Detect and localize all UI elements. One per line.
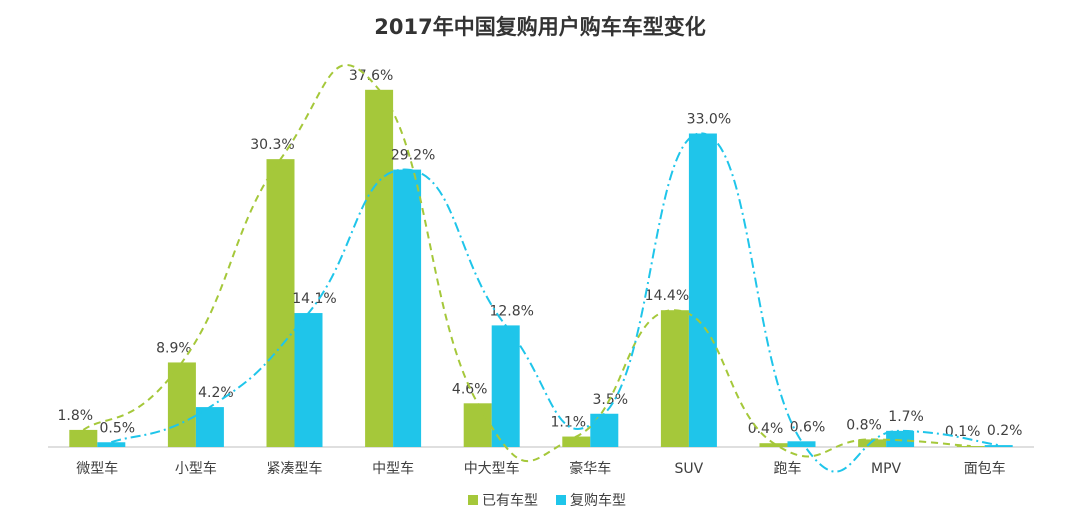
data-label: 0.2% xyxy=(987,423,1023,439)
bar xyxy=(393,169,422,447)
x-tick-label: MPV xyxy=(871,461,902,477)
data-label: 33.0% xyxy=(687,112,731,128)
legend-label: 复购车型 xyxy=(570,492,626,509)
data-label: 0.8% xyxy=(846,417,882,433)
x-tick-label: 豪华车 xyxy=(569,460,611,477)
data-label: 12.8% xyxy=(489,303,533,319)
trend-line xyxy=(110,132,999,473)
bar xyxy=(266,159,295,447)
bar xyxy=(491,325,520,447)
data-label: 37.6% xyxy=(349,68,393,84)
x-tick-label: 紧凑型车 xyxy=(267,460,323,477)
bar xyxy=(956,446,985,447)
trend-line xyxy=(82,64,971,463)
bar xyxy=(167,362,196,447)
data-label: 4.2% xyxy=(198,385,234,401)
bar xyxy=(97,442,126,447)
x-tick-label: 中型车 xyxy=(372,460,414,477)
x-tick-label: 面包车 xyxy=(964,460,1006,477)
data-label: 14.4% xyxy=(645,288,689,304)
bar xyxy=(590,413,619,447)
bar xyxy=(886,430,915,447)
bar xyxy=(787,441,816,447)
x-tick-label: 微型车 xyxy=(76,460,118,477)
bar xyxy=(858,439,887,447)
x-tick-label: 中大型车 xyxy=(464,460,520,477)
bar xyxy=(463,403,492,447)
bar xyxy=(688,133,717,447)
legend-label: 已有车型 xyxy=(482,492,538,509)
data-label: 0.6% xyxy=(790,419,826,435)
bar xyxy=(562,436,591,447)
data-label: 0.4% xyxy=(748,421,784,437)
data-label: 1.7% xyxy=(888,409,924,425)
data-label: 0.1% xyxy=(945,424,981,440)
data-label: 30.3% xyxy=(250,137,294,153)
bar xyxy=(365,89,394,448)
legend-swatch xyxy=(468,495,478,505)
bar xyxy=(660,310,689,447)
bar xyxy=(984,445,1013,447)
bar xyxy=(759,443,788,447)
x-tick-label: SUV xyxy=(675,461,704,477)
data-label: 0.5% xyxy=(100,420,136,436)
data-label: 14.1% xyxy=(292,291,336,307)
bar xyxy=(294,313,323,447)
data-label: 8.9% xyxy=(156,340,192,356)
x-tick-label: 跑车 xyxy=(774,460,802,477)
data-label: 29.2% xyxy=(391,148,435,164)
data-label: 1.8% xyxy=(58,408,94,424)
legend-swatch xyxy=(556,495,566,505)
x-tick-label: 小型车 xyxy=(175,460,217,477)
data-label: 4.6% xyxy=(452,381,488,397)
chart-title: 2017年中国复购用户购车车型变化 xyxy=(374,15,705,39)
bar xyxy=(69,429,98,447)
